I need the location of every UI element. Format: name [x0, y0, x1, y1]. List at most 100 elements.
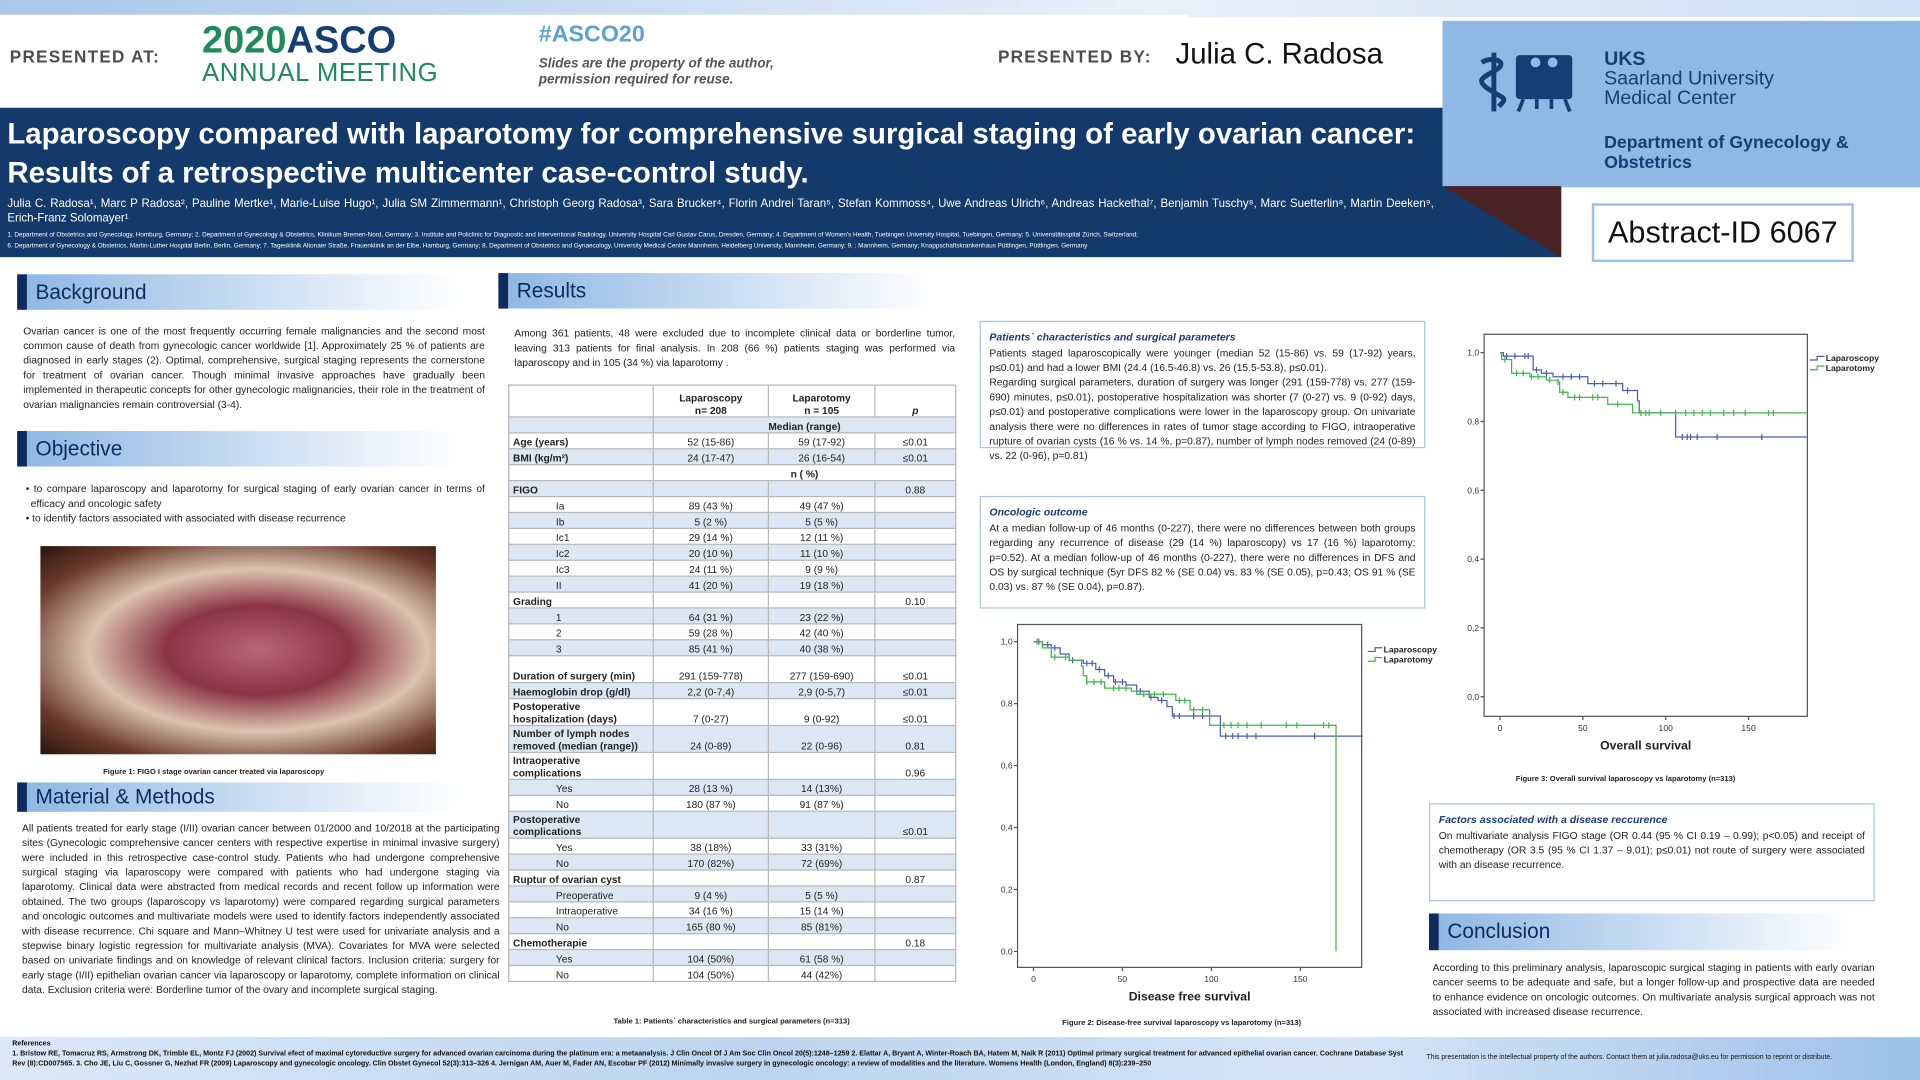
- table-cell: Grading: [508, 591, 654, 609]
- factors-box: Factors associated with a disease reccur…: [1428, 803, 1875, 902]
- table-cell: Age (years): [508, 432, 654, 450]
- uks-panel: UKS Saarland University Medical Center D…: [1442, 20, 1920, 188]
- table-cell: [874, 511, 957, 529]
- table-cell: Postoperative hospitalization (days): [508, 697, 654, 727]
- table-cell: [874, 639, 957, 657]
- patients-box: Patients` characteristics and surgical p…: [979, 320, 1426, 462]
- decorative-triangle: [1442, 186, 1562, 258]
- asco-meeting: ANNUAL MEETING: [202, 58, 439, 87]
- table-cell: 33 (31%): [767, 837, 876, 855]
- table-header-row: Laparoscopy n= 208 Laparotomy n = 105 p: [508, 384, 957, 418]
- legend-label: Laparoscopy: [1384, 645, 1438, 655]
- legend-label: Laparotomy: [1826, 363, 1875, 373]
- table-cell: 40 (38 %): [767, 639, 876, 657]
- table-cell: [652, 933, 769, 951]
- table-cell: 41 (20 %): [652, 575, 769, 593]
- table-row: 1 64 (31 %) 23 (22 %): [508, 607, 957, 625]
- table-span-label: n ( %): [652, 464, 957, 482]
- background-heading: Background: [17, 274, 481, 310]
- table-cell: [767, 933, 876, 951]
- table-cell: 9 (4 %): [652, 885, 769, 903]
- results-intro: Among 361 patients, 48 were excluded due…: [514, 326, 956, 369]
- presented-at-label: PRESENTED AT:: [9, 46, 161, 67]
- y-tick-label: 0,0: [1467, 692, 1479, 702]
- presented-by-label: PRESENTED BY:: [997, 46, 1152, 67]
- table-row: Median (range): [508, 416, 957, 434]
- patients-box-heading: Patients` characteristics and surgical p…: [989, 330, 1236, 343]
- uks-name: UKS Saarland University Medical Center: [1604, 48, 1774, 109]
- objective-item: to compare laparoscopy and laparotomy fo…: [30, 482, 485, 510]
- table-cell: 23 (22 %): [767, 607, 876, 625]
- table-cell: 72 (69%): [767, 853, 876, 871]
- table-cell: 104 (50%): [652, 948, 769, 967]
- table-cell: 2: [508, 623, 654, 641]
- table-row: No 180 (87 %) 91 (87 %): [508, 794, 957, 812]
- factors-box-heading: Factors associated with a disease reccur…: [1438, 813, 1668, 826]
- table-cell: [767, 751, 876, 781]
- table-caption: Table 1: Patients` characteristics and s…: [613, 1017, 850, 1027]
- table-cell: 5 (5 %): [767, 511, 876, 529]
- table-row: Ic3 24 (11 %) 9 (9 %): [508, 559, 957, 577]
- table-row: 2 59 (28 %) 42 (40 %): [508, 623, 957, 641]
- table-cell: [652, 591, 769, 609]
- results-heading: Results: [498, 273, 956, 309]
- table-cell: [874, 794, 957, 812]
- table-cell: 0.88: [874, 480, 957, 498]
- table-cell: FIGO: [508, 480, 654, 498]
- objective-item: to identify factors associated with asso…: [32, 511, 346, 525]
- presenter-name: Julia C. Radosa: [1175, 37, 1383, 72]
- table-cell: [874, 837, 957, 855]
- oncologic-box-heading: Oncologic outcome: [989, 505, 1088, 518]
- table-cell: [767, 810, 876, 839]
- table-cell: Haemoglobin drop (g/dl): [508, 682, 654, 700]
- table-cell: [652, 869, 769, 887]
- table-cell: 0.18: [874, 933, 957, 951]
- x-tick-label: 150: [1741, 723, 1756, 733]
- table-cell: [874, 948, 957, 967]
- table-cell: 22 (0-96): [767, 724, 876, 754]
- table-cell: 291 (159-778): [652, 655, 769, 684]
- table-span-label: Median (range): [652, 416, 957, 434]
- figure-1-image: [40, 546, 436, 755]
- os-chart: 0,0 0,2 0,4 0,6 0,8 1,0 0 50 100 150 Overall survi…: [1467, 333, 1879, 752]
- asco-name: ASCO: [286, 18, 397, 62]
- x-axis-label: Disease free survival: [1129, 989, 1251, 1003]
- table-cell: No: [508, 917, 654, 935]
- table-cell: 26 (16-54): [767, 448, 876, 466]
- table-row: Ic1 29 (14 %) 12 (11 %): [508, 527, 957, 545]
- table-row: Intraoperative complications 0.96: [508, 751, 957, 781]
- table-cell: 11 (10 %): [767, 543, 876, 561]
- table-cell: 91 (87 %): [767, 794, 876, 812]
- table-cell: 165 (80 %): [652, 917, 769, 935]
- table-cell: [652, 480, 769, 498]
- table-cell: [874, 623, 957, 641]
- table-row: Grading 0.10: [508, 591, 957, 609]
- table-cell: 52 (15-86): [652, 432, 769, 450]
- legend-swatch: [1809, 365, 1825, 371]
- table-cell: 89 (43 %): [652, 495, 769, 514]
- table-row: No 104 (50%) 44 (42%): [508, 964, 957, 983]
- y-tick-label: 0,8: [1001, 699, 1013, 709]
- hashtag: #ASCO20: [538, 22, 645, 48]
- table-row: No 170 (82%) 72 (69%): [508, 853, 957, 871]
- table-cell: Preoperative: [508, 885, 654, 903]
- table-cell: No: [508, 853, 654, 871]
- table-cell: [652, 751, 769, 781]
- table-header-cell: Laparoscopy n= 208: [652, 384, 769, 418]
- table-cell: 1: [508, 607, 654, 625]
- affiliations: 1. Department of Obstetrics and Gynecolo…: [7, 231, 1138, 250]
- table-cell: 2,2 (0-7,4): [652, 682, 769, 700]
- asco-logo: 2020ASCO ANNUAL MEETING: [202, 21, 438, 88]
- table-cell: BMI (kg/m²): [508, 448, 654, 466]
- table-row: Intraoperative 34 (16 %) 15 (14 %): [508, 901, 957, 919]
- conclusion-heading: Conclusion: [1428, 913, 1874, 951]
- y-tick-label: 0,6: [1467, 485, 1479, 495]
- title-band: [0, 107, 1562, 258]
- table-row: Yes 28 (13 %) 14 (13%): [508, 778, 957, 796]
- x-tick-label: 50: [1118, 974, 1128, 984]
- table-cell: II: [508, 575, 654, 593]
- table-cell: Chemotherapie: [508, 933, 654, 951]
- y-tick-label: 1,0: [1001, 637, 1013, 647]
- table-cell: ≤0.01: [874, 655, 957, 684]
